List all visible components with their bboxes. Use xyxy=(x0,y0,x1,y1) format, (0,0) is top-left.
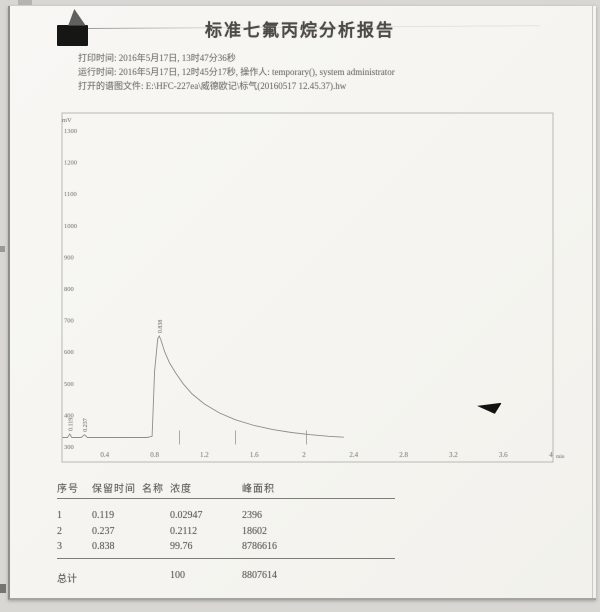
total-peak-area: 8807614 xyxy=(242,570,277,581)
col-header-peak-area: 峰面积 xyxy=(242,484,275,495)
table-row: 1 0.119 0.02947 2396 xyxy=(57,510,402,521)
table-cell: 8786616 xyxy=(242,541,277,552)
col-header-index: 序号 xyxy=(57,484,79,495)
table-cell xyxy=(142,510,170,521)
table-cell: 2396 xyxy=(242,510,262,521)
report-header-info: 打印时间: 2016年5月17日, 13时47分36秒 运行时间: 2016年5… xyxy=(78,51,395,93)
table-total-rule xyxy=(57,558,395,559)
table-cell: 0.838 xyxy=(92,541,115,552)
table-cell: 18602 xyxy=(242,526,267,537)
table-cell: 0.119 xyxy=(92,510,115,521)
table-total-row: 总计 100 8807614 xyxy=(57,570,402,585)
total-concentration: 100 xyxy=(170,570,185,581)
col-header-name: 名称 xyxy=(142,484,164,495)
table-cell: 0.02947 xyxy=(170,510,203,521)
col-header-concentration: 浓度 xyxy=(170,484,192,495)
paper-right-edge xyxy=(592,6,593,598)
print-time-line: 打印时间: 2016年5月17日, 13时47分36秒 xyxy=(78,53,236,63)
table-cell: 1 xyxy=(57,510,62,521)
table-cell: 2 xyxy=(57,526,62,537)
table-cell: 3 xyxy=(57,541,62,552)
table-cell xyxy=(142,526,170,537)
binder-clip-icon xyxy=(57,25,88,46)
table-cell: 99.76 xyxy=(170,541,193,552)
run-time-line: 运行时间: 2016年5月17日, 12时45分17秒, 操作人: tempor… xyxy=(78,67,395,77)
table-row: 2 0.237 0.2112 18602 xyxy=(57,526,402,537)
table-header-row: 序号 保留时间 名称 浓度 峰面积 xyxy=(57,480,402,495)
total-name-cell xyxy=(142,570,170,585)
total-label: 总计 xyxy=(57,574,77,585)
results-table: 序号 保留时间 名称 浓度 峰面积 1 0.119 0.02947 2396 2 0.23… xyxy=(57,480,407,590)
scan-artifact xyxy=(0,246,5,252)
col-header-retention-time: 保留时间 xyxy=(92,484,136,495)
table-cell xyxy=(142,541,170,552)
table-header-rule xyxy=(57,498,395,499)
scan-artifact xyxy=(0,584,6,593)
report-title: 标准七氟丙烷分析报告 xyxy=(205,21,395,40)
table-cell: 0.237 xyxy=(92,526,115,537)
scan-artifact xyxy=(18,0,32,5)
table-row: 3 0.838 99.76 8786616 xyxy=(57,541,402,552)
spectrum-file-line: 打开的谱图文件: E:\HFC-227ea\威德欧记\标气(20160517 1… xyxy=(78,81,347,91)
table-cell: 0.2112 xyxy=(170,526,198,537)
